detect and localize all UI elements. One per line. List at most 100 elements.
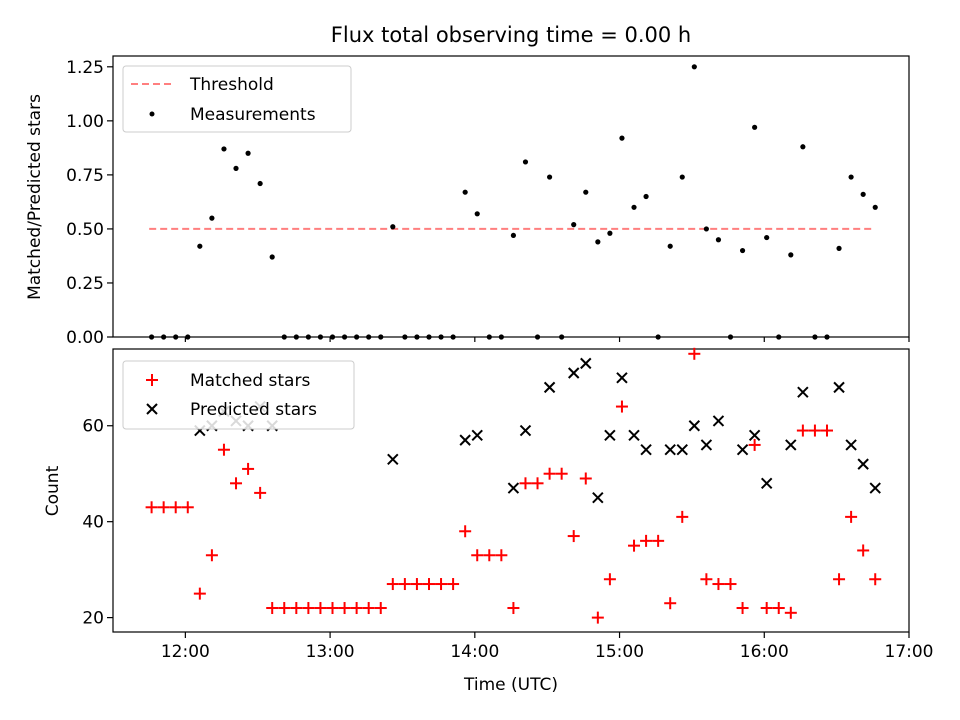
matched-star-point bbox=[555, 467, 568, 480]
top-y-tick-label: 1.00 bbox=[66, 112, 104, 132]
legend-measurements-swatch bbox=[149, 111, 155, 117]
measurement-point bbox=[727, 334, 734, 340]
measurement-point bbox=[329, 334, 336, 340]
matched-star-point bbox=[374, 602, 387, 615]
matched-star-point bbox=[628, 539, 641, 552]
measurement-point bbox=[607, 230, 613, 236]
matched-star-point bbox=[640, 534, 653, 547]
top-y-ticks: 0.00 0.25 0.50 0.75 1.00 1.25 bbox=[66, 58, 113, 348]
matched-star-point bbox=[784, 606, 797, 619]
x-tick-label: 15:00 bbox=[595, 642, 644, 662]
predicted-star-point bbox=[616, 372, 628, 384]
matched-star-point bbox=[845, 510, 858, 523]
measurement-point bbox=[776, 334, 782, 340]
matched-star-point bbox=[857, 544, 870, 557]
matched-star-point bbox=[664, 597, 677, 610]
measurement-point bbox=[824, 334, 830, 340]
predicted-star-point bbox=[785, 439, 797, 451]
top-axes: 0.00 0.25 0.50 0.75 1.00 1.25 Matched/Predict… bbox=[25, 55, 910, 348]
matched-star-point bbox=[676, 510, 689, 523]
chart-title: Flux total observing time = 0.00 h bbox=[331, 23, 691, 47]
predicted-star-point bbox=[459, 434, 471, 446]
predicted-star-point bbox=[748, 429, 761, 442]
measurement-point bbox=[209, 215, 215, 221]
matched-star-point bbox=[145, 501, 158, 514]
matched-star-point bbox=[760, 602, 773, 615]
bottom-y-tick-label: 20 bbox=[82, 609, 104, 629]
matched-star-point bbox=[193, 587, 206, 600]
matched-star-point bbox=[833, 573, 846, 586]
measurement-point bbox=[366, 334, 372, 340]
predicted-star-point bbox=[592, 491, 604, 504]
matched-star-point bbox=[724, 578, 737, 591]
matched-star-point bbox=[736, 602, 749, 615]
matched-star-point bbox=[700, 573, 713, 586]
measurement-point bbox=[257, 180, 263, 187]
top-y-axis-label: Matched/Predicted stars bbox=[25, 94, 45, 300]
matched-stars-points bbox=[145, 347, 882, 624]
matched-star-point bbox=[362, 602, 375, 615]
predicted-star-point bbox=[857, 458, 869, 470]
bottom-y-ticks: 20 40 60 bbox=[82, 417, 113, 629]
matched-star-point bbox=[314, 602, 327, 615]
matched-star-point bbox=[543, 467, 556, 480]
matched-star-point bbox=[230, 477, 243, 490]
matched-star-point bbox=[422, 578, 435, 591]
matched-star-point bbox=[157, 501, 170, 514]
measurement-point bbox=[703, 226, 709, 232]
measurement-point bbox=[510, 232, 517, 239]
measurement-point bbox=[559, 334, 565, 340]
predicted-star-point bbox=[387, 453, 399, 466]
measurement-point bbox=[860, 191, 866, 197]
measurement-point bbox=[534, 334, 541, 340]
predicted-star-point bbox=[688, 420, 701, 432]
x-tick-label: 14:00 bbox=[450, 642, 499, 662]
matched-star-point bbox=[531, 477, 544, 490]
matched-star-point bbox=[869, 573, 882, 586]
measurement-point bbox=[764, 234, 770, 241]
measurement-point bbox=[245, 150, 251, 156]
predicted-star-point bbox=[712, 415, 725, 427]
measurement-point bbox=[305, 334, 311, 340]
predicted-star-point bbox=[519, 424, 532, 437]
matched-star-point bbox=[688, 347, 701, 360]
bottom-legend: Matched stars Predicted stars bbox=[122, 360, 355, 430]
measurement-point bbox=[450, 334, 456, 340]
measurement-point bbox=[378, 334, 384, 340]
measurement-point bbox=[498, 334, 504, 340]
legend-matched-label: Matched stars bbox=[190, 371, 310, 391]
matched-star-point bbox=[495, 549, 508, 562]
x-tick-label: 13:00 bbox=[306, 642, 355, 662]
predicted-star-point bbox=[736, 444, 749, 456]
bottom-y-axis-label: Count bbox=[43, 465, 63, 516]
predicted-star-point bbox=[628, 429, 640, 442]
matched-star-point bbox=[290, 602, 303, 615]
measurement-point bbox=[293, 334, 299, 340]
bottom-x-ticks: 12:00 13:00 14:00 15:00 16:00 17:00 bbox=[161, 632, 934, 662]
predicted-star-point bbox=[507, 482, 520, 494]
measurement-point bbox=[486, 334, 492, 340]
matched-star-point bbox=[326, 602, 339, 615]
matched-star-point bbox=[447, 578, 460, 591]
predicted-star-point bbox=[869, 482, 881, 494]
measurement-point bbox=[631, 204, 637, 210]
matched-star-point bbox=[205, 549, 218, 562]
matched-star-point bbox=[169, 501, 182, 514]
measurement-point bbox=[173, 334, 179, 340]
matched-star-point bbox=[254, 486, 267, 499]
matched-star-point bbox=[772, 602, 785, 615]
matched-star-point bbox=[712, 578, 725, 591]
measurement-point bbox=[317, 334, 324, 340]
matched-star-point bbox=[278, 602, 291, 615]
measurement-point bbox=[438, 334, 444, 340]
measurement-point bbox=[715, 237, 722, 243]
matched-star-point bbox=[652, 534, 665, 547]
matched-star-point bbox=[386, 578, 399, 591]
measurement-point bbox=[848, 174, 854, 180]
bottom-y-tick-label: 40 bbox=[82, 513, 104, 533]
measurement-point bbox=[619, 135, 625, 141]
top-legend-box bbox=[122, 65, 352, 133]
matched-star-point bbox=[796, 424, 809, 437]
measurement-point bbox=[752, 124, 758, 130]
predicted-star-point bbox=[700, 439, 713, 451]
